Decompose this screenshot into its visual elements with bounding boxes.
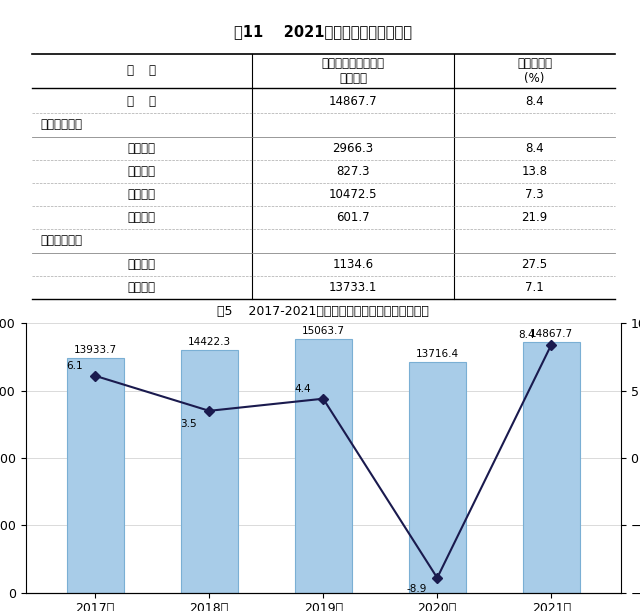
Text: 穿类商品: 穿类商品 [127, 165, 156, 178]
Bar [523, 342, 580, 593]
Text: 餐饮收入: 餐饮收入 [127, 258, 156, 271]
Title: 图5    2017-2021年社会消费品零售总额及增长速度: 图5 2017-2021年社会消费品零售总额及增长速度 [217, 305, 429, 318]
Text: 吃类商品: 吃类商品 [127, 142, 156, 155]
Text: 按商品用途分: 按商品用途分 [40, 119, 83, 131]
Text: 7.1: 7.1 [525, 281, 544, 294]
Text: 14867.7: 14867.7 [530, 329, 573, 339]
Text: 827.3: 827.3 [336, 165, 370, 178]
Bar [180, 350, 237, 593]
Text: 比上年增长
(%): 比上年增长 (%) [517, 57, 552, 85]
Text: 总    计: 总 计 [127, 95, 156, 108]
Text: 8.4: 8.4 [525, 95, 544, 108]
Text: 2966.3: 2966.3 [332, 142, 374, 155]
Text: 13716.4: 13716.4 [415, 349, 459, 359]
Text: 27.5: 27.5 [522, 258, 548, 271]
Text: 7.3: 7.3 [525, 188, 544, 201]
Text: 8.4: 8.4 [518, 330, 534, 340]
Text: 6.1: 6.1 [67, 360, 83, 371]
Text: 10472.5: 10472.5 [329, 188, 377, 201]
Text: 社会消费品零售总额
（亿元）: 社会消费品零售总额 （亿元） [321, 57, 385, 85]
Text: 13733.1: 13733.1 [329, 281, 377, 294]
Text: -8.9: -8.9 [406, 584, 427, 595]
Bar [294, 339, 352, 593]
Text: 8.4: 8.4 [525, 142, 544, 155]
Text: 商品零售: 商品零售 [127, 281, 156, 294]
Text: 3.5: 3.5 [180, 419, 197, 430]
Text: 14867.7: 14867.7 [329, 95, 377, 108]
Text: 用类商品: 用类商品 [127, 188, 156, 201]
Text: 13.8: 13.8 [522, 165, 547, 178]
Text: 601.7: 601.7 [336, 211, 370, 224]
Text: 烧类商品: 烧类商品 [127, 211, 156, 224]
Bar [67, 358, 124, 593]
Text: 14422.3: 14422.3 [188, 337, 231, 347]
Text: 4.4: 4.4 [294, 384, 311, 393]
Text: 21.9: 21.9 [522, 211, 548, 224]
Text: 15063.7: 15063.7 [301, 326, 345, 336]
Text: 13933.7: 13933.7 [74, 345, 116, 355]
Bar [409, 362, 466, 593]
Text: 按消费形态分: 按消费形态分 [40, 235, 83, 247]
Text: 1134.6: 1134.6 [332, 258, 374, 271]
Text: 表11    2021年社会消费品零售总额: 表11 2021年社会消费品零售总额 [234, 24, 412, 39]
Text: 指    标: 指 标 [127, 64, 156, 77]
